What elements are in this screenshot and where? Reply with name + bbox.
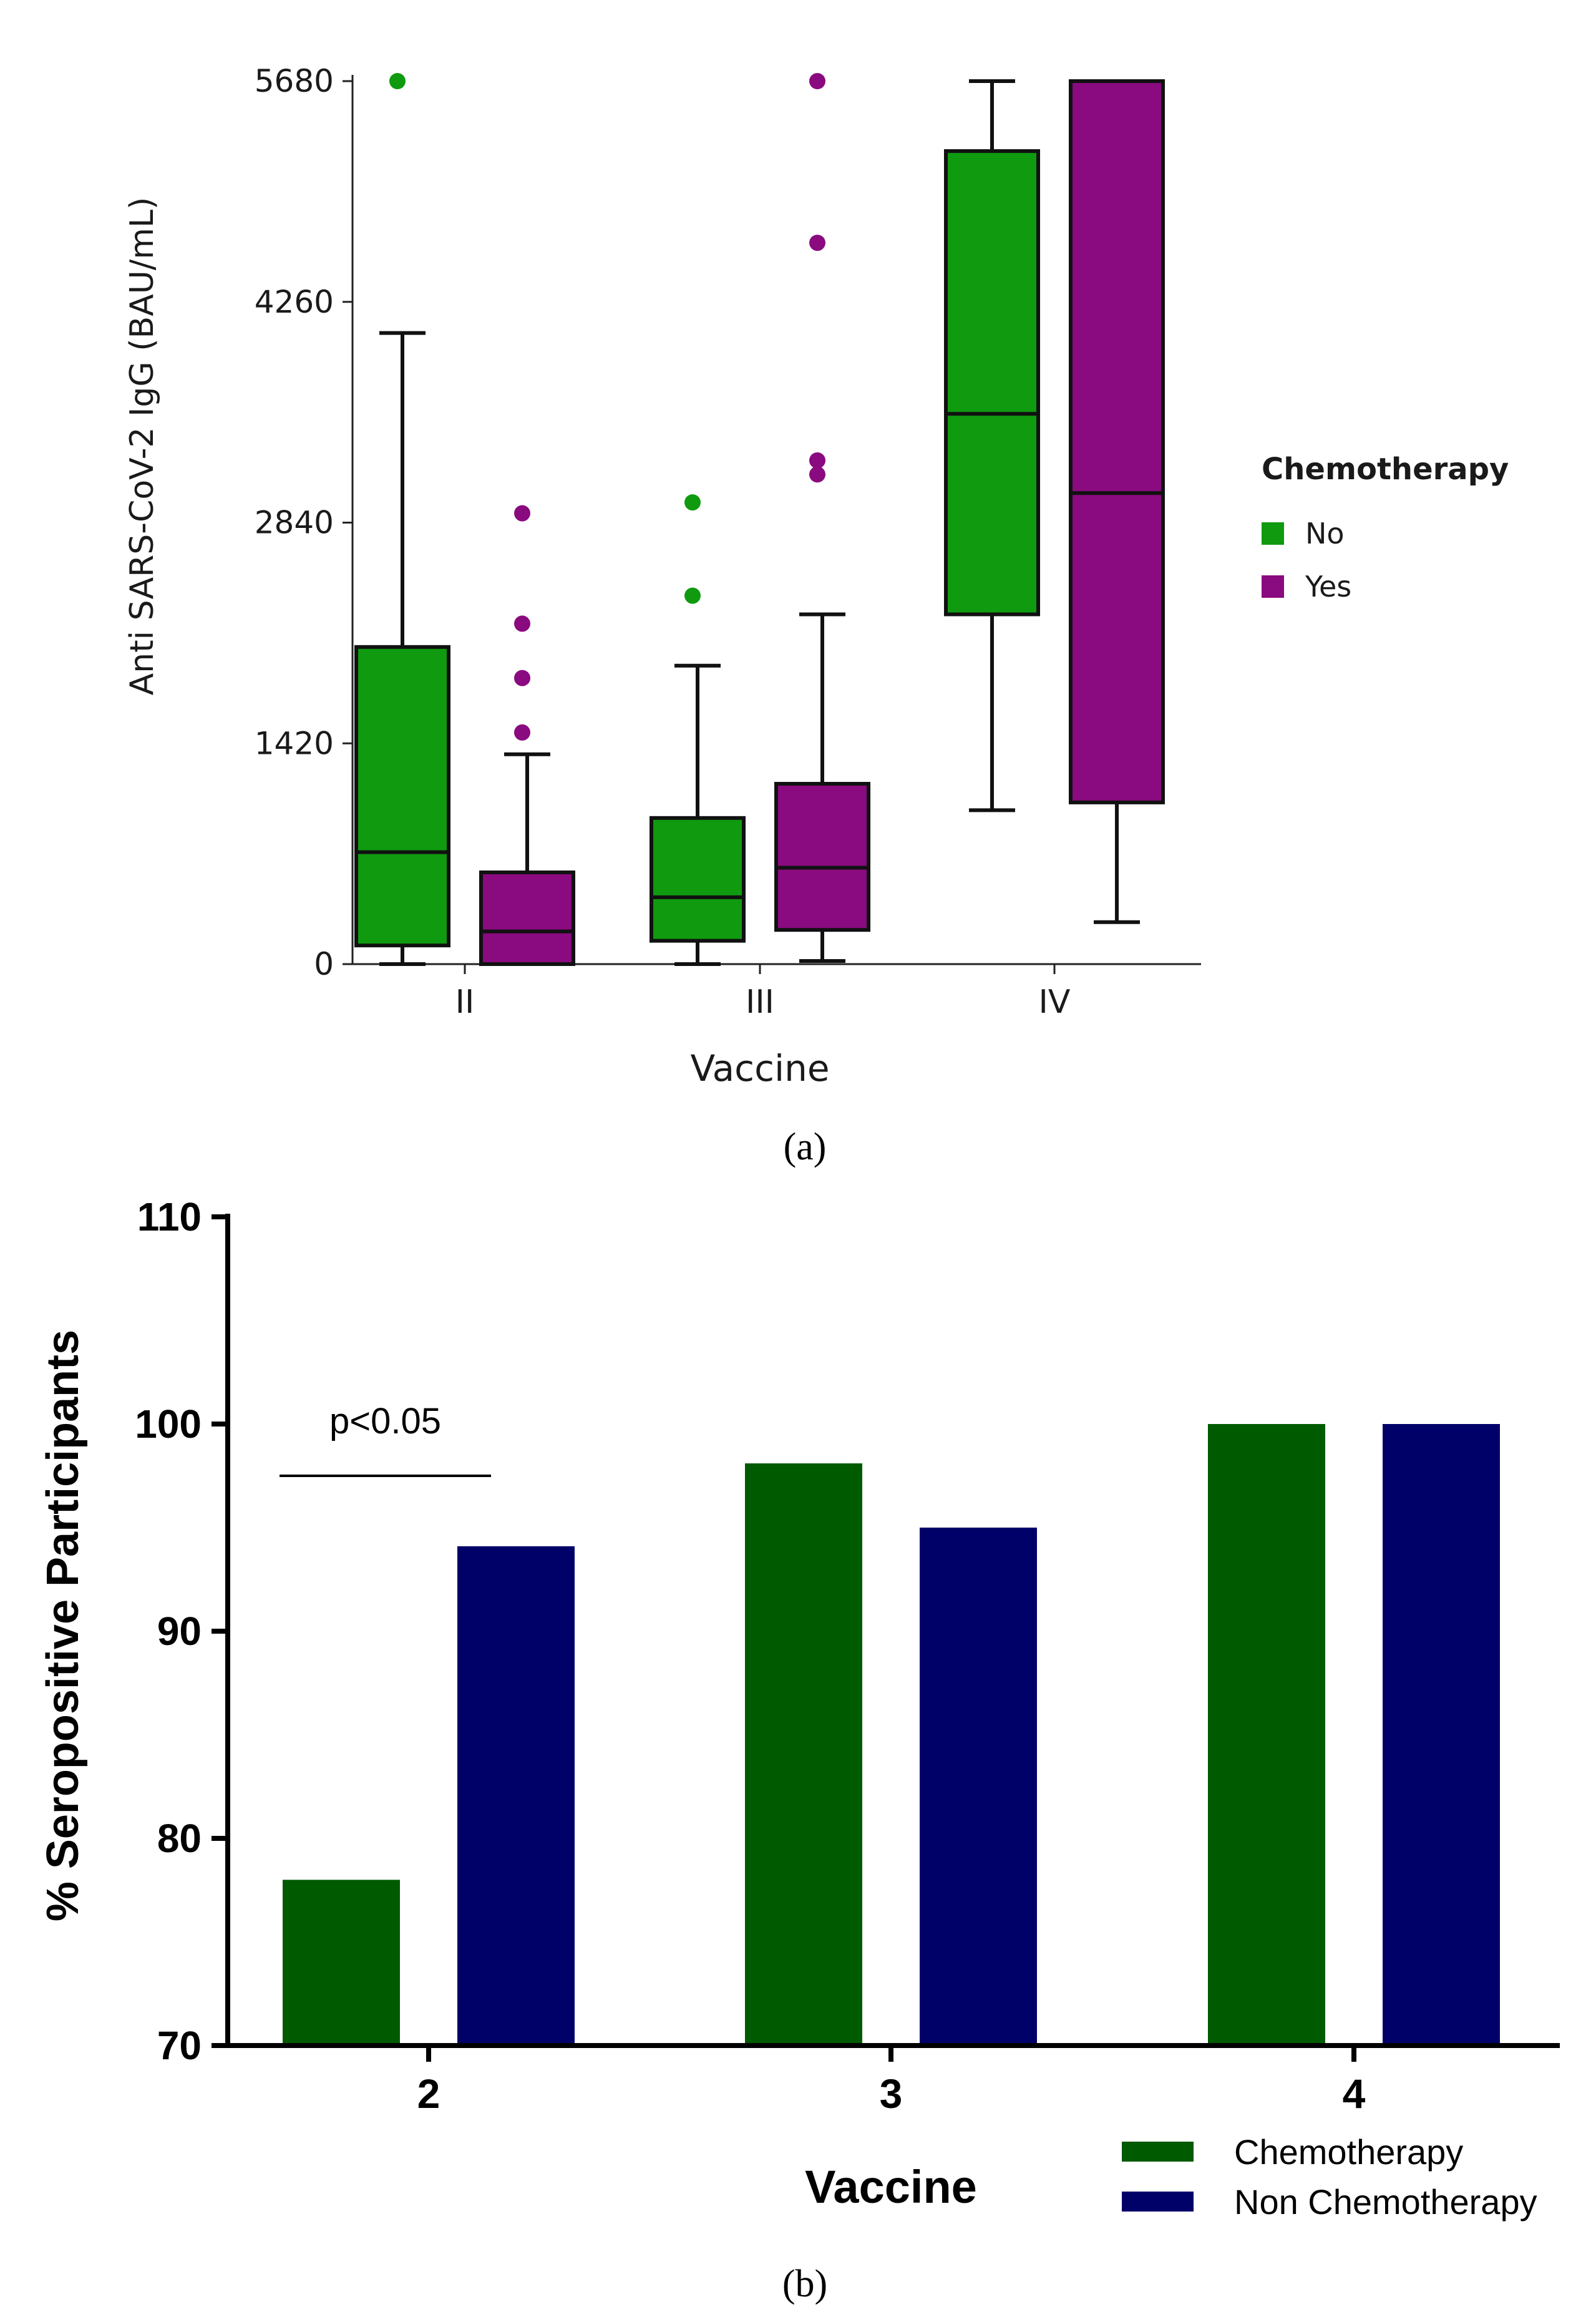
panel-a-x-tick-label: IV bbox=[1039, 983, 1071, 1021]
box-no-iv bbox=[944, 79, 1040, 812]
panel-b-barchart: 70 80 90 100 110 2 3 4 % Seropositive Participa… bbox=[38, 1194, 1560, 2305]
box-yes-iii bbox=[774, 73, 870, 963]
panel-b-x-tick-label: 3 bbox=[880, 2070, 903, 2117]
panel-b-axes bbox=[212, 1214, 1560, 2062]
outlier-point bbox=[514, 670, 530, 686]
panel-a-y-tick-label: 4260 bbox=[255, 284, 334, 320]
panel-a-x-tick-label: III bbox=[746, 983, 774, 1021]
panel-b-y-tick-label: 90 bbox=[157, 1609, 202, 1654]
legend-label-chemotherapy: Chemotherapy bbox=[1234, 2132, 1463, 2172]
outlier-point bbox=[809, 73, 825, 89]
outlier-point bbox=[684, 494, 701, 511]
outlier-point bbox=[809, 452, 825, 469]
panel-b-legend: Chemotherapy Non Chemotherapy bbox=[1122, 2132, 1537, 2222]
bar-chemotherapy-2 bbox=[283, 1880, 400, 2046]
legend-label-non-chemotherapy: Non Chemotherapy bbox=[1234, 2182, 1537, 2222]
panel-a-y-tick-label: 1420 bbox=[255, 725, 334, 761]
legend-swatch-non-chemotherapy bbox=[1122, 2192, 1194, 2212]
box-iqr bbox=[479, 871, 575, 967]
panel-a-boxes bbox=[354, 73, 1165, 967]
bar-chemotherapy-3 bbox=[745, 1463, 862, 2046]
panel-b-tick-labels: 70 80 90 100 110 2 3 4 bbox=[135, 1194, 1365, 2117]
significance-label: p<0.05 bbox=[329, 1401, 441, 1441]
bar-non-chemotherapy-4 bbox=[1383, 1424, 1500, 2046]
outlier-point bbox=[389, 73, 406, 89]
panel-a-y-tick-label: 2840 bbox=[255, 505, 334, 541]
panel-a-y-tick-label: 0 bbox=[314, 946, 334, 982]
panel-a-legend-items: No Yes bbox=[1262, 517, 1351, 603]
panel-b-y-tick-label: 70 bbox=[157, 2023, 202, 2068]
legend-swatch-no bbox=[1262, 522, 1284, 545]
panel-b-y-tick-label: 100 bbox=[135, 1402, 202, 1446]
legend-swatch-yes bbox=[1262, 575, 1284, 598]
panel-b-caption: (b) bbox=[782, 2263, 827, 2305]
box-no-ii bbox=[354, 73, 450, 966]
outlier-point bbox=[514, 615, 530, 632]
box-iqr bbox=[944, 149, 1040, 617]
panel-b-y-axis-label: % Seropositive Participants bbox=[38, 1330, 88, 1921]
legend-swatch-chemotherapy bbox=[1122, 2142, 1194, 2162]
outlier-point bbox=[514, 724, 530, 741]
panel-a-x-tick-label: II bbox=[455, 983, 475, 1021]
outlier-point bbox=[809, 466, 825, 483]
box-yes-iv bbox=[1069, 79, 1165, 924]
panel-a-caption: (a) bbox=[784, 1126, 827, 1168]
box-no-iii bbox=[650, 494, 746, 966]
panel-a-y-tick-label: 5680 bbox=[255, 63, 334, 99]
box-iqr bbox=[774, 782, 870, 932]
panel-b-significance: p<0.05 bbox=[280, 1401, 491, 1477]
panel-a-legend-title: Chemotherapy bbox=[1262, 452, 1509, 487]
panel-b-y-tick-label: 80 bbox=[157, 1816, 202, 1861]
legend-label-no: No bbox=[1305, 517, 1345, 550]
panel-b-x-tick-label: 4 bbox=[1343, 2070, 1366, 2117]
bar-chemotherapy-4 bbox=[1208, 1424, 1325, 2046]
outlier-point bbox=[514, 505, 530, 522]
bar-non-chemotherapy-3 bbox=[920, 1528, 1037, 2046]
panel-b-y-tick-label: 110 bbox=[137, 1194, 202, 1239]
panel-b-x-axis-label: Vaccine bbox=[805, 2161, 977, 2213]
panel-b-x-tick-label: 2 bbox=[417, 2070, 440, 2117]
bar-non-chemotherapy-2 bbox=[457, 1546, 575, 2046]
box-iqr bbox=[1069, 79, 1165, 804]
legend-label-yes: Yes bbox=[1305, 570, 1351, 603]
box-iqr bbox=[354, 645, 450, 948]
panel-a-y-axis-label: Anti SARS-CoV-2 IgG (BAU/mL) bbox=[124, 197, 161, 696]
outlier-point bbox=[684, 587, 701, 604]
panel-b-bars bbox=[283, 1424, 1500, 2046]
outlier-point bbox=[809, 235, 825, 251]
box-yes-ii bbox=[479, 505, 575, 967]
panel-a-legend: Chemotherapy No Yes bbox=[1262, 452, 1509, 603]
panel-a-x-axis-label: Vaccine bbox=[690, 1047, 829, 1090]
box-iqr bbox=[650, 816, 746, 943]
